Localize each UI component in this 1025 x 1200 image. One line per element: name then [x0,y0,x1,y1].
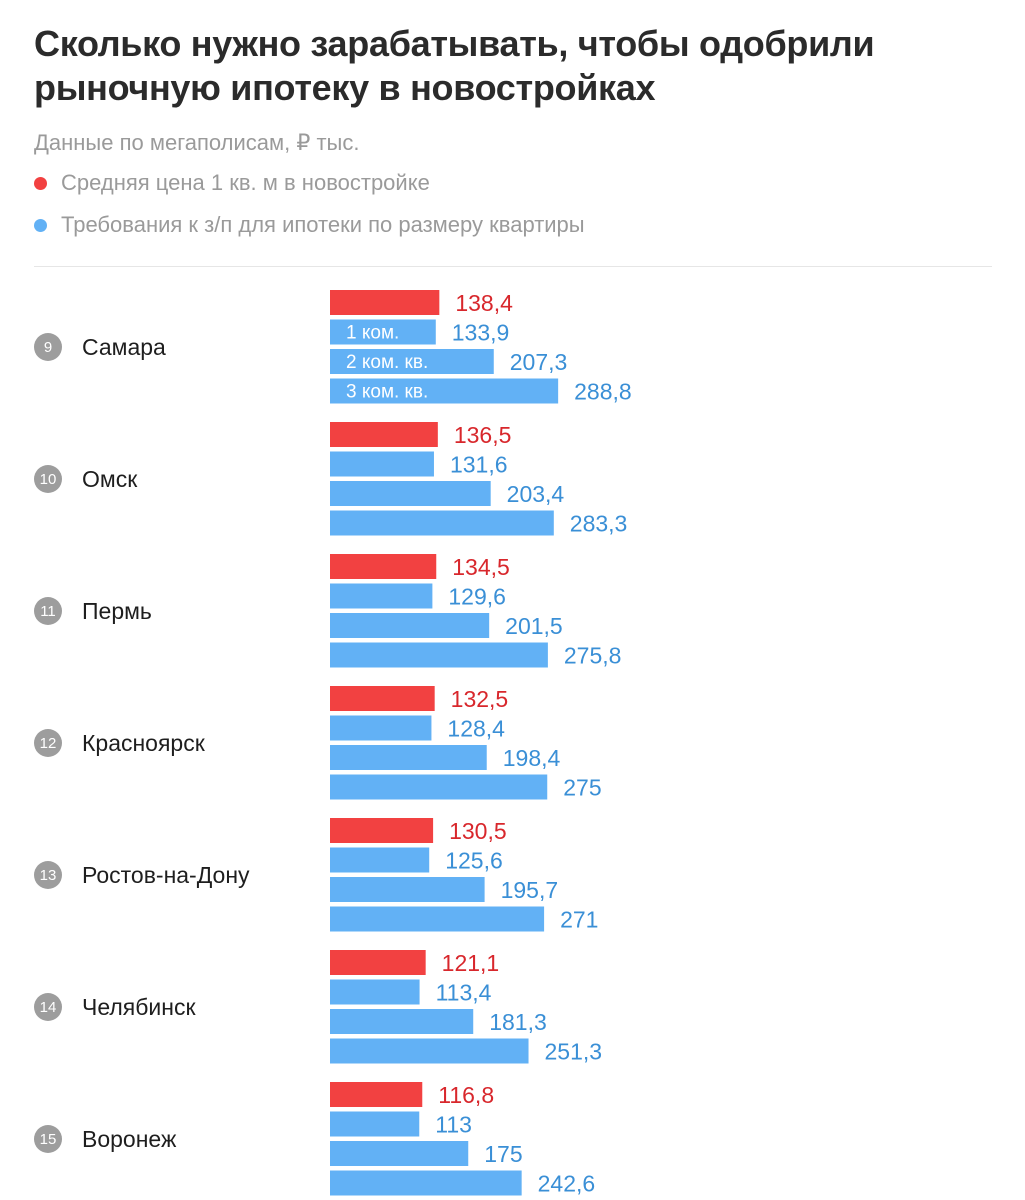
rank-badge [34,1125,62,1153]
bar-price [330,950,426,975]
value-label-salary: 198,4 [503,745,561,771]
value-label-salary: 113 [435,1112,472,1138]
bar-price [330,290,440,315]
value-label-salary: 275 [563,775,601,801]
rank-number: 13 [40,867,57,884]
city-label: Пермь [82,598,152,624]
rank-number: 10 [40,471,57,488]
bar-salary-3room [330,378,559,404]
bar-salary-1room [330,979,420,1005]
chart-title: Сколько нужно зарабатывать, чтобы одобри… [34,23,875,108]
bar-inner-label: 2 ком. кв. [346,352,428,373]
rank-number: 9 [44,339,52,356]
rank-number: 14 [40,999,57,1016]
city-label: Челябинск [82,994,196,1020]
value-label-salary: 175 [484,1141,522,1167]
city-label: Ростов-на-Дону [82,862,250,888]
value-label-salary: 133,9 [452,320,510,346]
rank-number: 15 [40,1131,57,1148]
city-label: Самара [82,334,166,360]
value-label-salary: 129,6 [448,584,506,610]
bar-price [330,818,434,843]
value-label-salary: 283,3 [570,511,628,537]
value-label-salary: 125,6 [445,848,503,874]
value-label-salary: 271 [560,907,598,933]
value-label-salary: 128,4 [447,716,505,742]
legend-item-salary: Требования к з/п для ипотеки по размеру … [34,212,585,238]
rank-badge [34,333,62,361]
value-label-price: 121,1 [442,950,500,976]
value-label-price: 130,5 [449,818,507,844]
value-label-salary: 113,4 [436,980,492,1006]
bar-salary-1room [330,715,432,741]
rank-badge [34,465,62,493]
bar-inner-label: 3 ком. кв. [346,382,428,403]
divider [34,266,992,267]
bar-salary-1room [330,1111,420,1137]
legend-item-price: Средняя цена 1 кв. м в новостройке [34,170,430,196]
value-label-salary: 195,7 [501,877,559,903]
bar-salary-2room [330,1141,469,1166]
bar-salary-2room [330,745,487,770]
legend-dot-red-icon [34,176,47,190]
bar-salary-3room [330,906,545,932]
bar-salary-3room [330,1170,522,1196]
bar-salary-1room [330,319,436,345]
value-label-price: 136,5 [454,422,512,448]
bar-salary-2room [330,349,494,374]
legend-label-price: Средняя цена 1 кв. м в новостройке [61,170,430,195]
rank-badge [34,597,62,625]
value-label-salary: 288,8 [574,379,632,405]
value-label-salary: 203,4 [507,481,565,507]
rank-badge [34,993,62,1021]
bar-salary-2room [330,877,485,902]
rank-badge [34,729,62,757]
bar-salary-3room [330,642,548,668]
city-label: Омск [82,466,138,492]
chart-subtitle: Данные по мегаполисам, ₽ тыс. [34,130,360,155]
bar-salary-1room [330,583,433,609]
rank-number: 11 [40,603,56,620]
value-label-price: 116,8 [438,1082,494,1108]
rank-badge [34,861,62,889]
value-label-salary: 242,6 [538,1171,596,1197]
bar-salary-2room [330,481,491,506]
bar-price [330,554,437,579]
bar-price [330,422,438,447]
value-label-price: 138,4 [455,290,513,316]
legend-dot-blue-icon [34,218,47,232]
city-label: Воронеж [82,1126,177,1152]
bar-inner-label: 1 ком. [346,323,399,344]
value-label-salary: 207,3 [510,349,568,375]
bar-salary-3room [330,774,548,800]
bar-salary-2room [330,1009,474,1034]
value-label-salary: 131,6 [450,452,508,478]
value-label-salary: 201,5 [505,613,563,639]
value-label-salary: 275,8 [564,643,622,669]
legend-label-salary: Требования к з/п для ипотеки по размеру … [61,212,585,237]
value-label-price: 134,5 [452,554,510,580]
bar-price [330,686,435,711]
bar-salary-1room [330,451,434,477]
value-label-salary: 251,3 [545,1039,603,1065]
bar-salary-3room [330,1038,529,1064]
bar-salary-1room [330,847,430,873]
value-label-salary: 181,3 [489,1009,547,1035]
rank-number: 12 [40,735,57,752]
bar-price [330,1082,423,1107]
bar-salary-2room [330,613,490,638]
bar-salary-3room [330,510,554,536]
value-label-price: 132,5 [451,686,509,712]
city-label: Красноярск [82,730,206,756]
